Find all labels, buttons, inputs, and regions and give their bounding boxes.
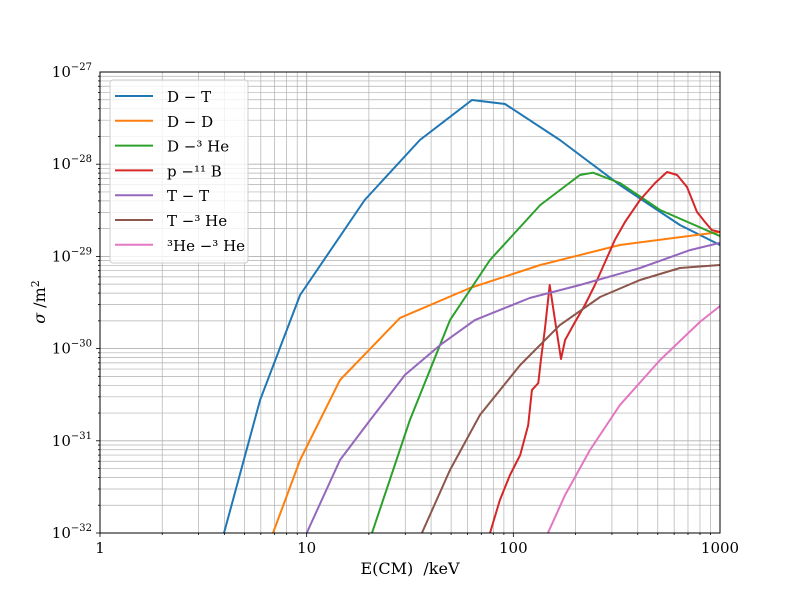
y-axis-label: σ/m2 — [29, 280, 49, 323]
y-tick-exponent: −27 — [71, 62, 92, 73]
y-tick-label: 10−27 — [52, 62, 92, 81]
x-tick-label: 10 — [297, 539, 316, 557]
x-tick-label: 100 — [499, 539, 528, 557]
y-tick-label: 10−28 — [52, 154, 92, 173]
series-line-1 — [272, 231, 720, 533]
series-line-2 — [371, 171, 720, 533]
x-tick-label: 1 — [95, 539, 105, 557]
y-axis-unit: /m — [30, 287, 49, 308]
y-tick-label: 10−29 — [52, 246, 92, 265]
y-tick-label: 10−31 — [52, 431, 92, 450]
y-axis-symbol: σ — [30, 312, 49, 324]
y-axis-unit-sup: 2 — [29, 280, 42, 287]
series-line-5 — [420, 264, 720, 533]
y-tick-base: 10 — [52, 432, 71, 450]
legend-label: ³He −³ He — [167, 237, 245, 255]
legend-label: D −³ He — [167, 138, 229, 156]
legend-box — [109, 79, 249, 264]
legend-label: D − D — [167, 113, 213, 131]
legend-label: D − T — [167, 88, 211, 106]
y-tick-exponent: −29 — [71, 246, 92, 257]
legend: D − T D − D D −³ He p −¹¹ B T − T T −³ He ³He … — [109, 79, 249, 264]
y-tick-base: 10 — [52, 340, 71, 358]
y-tick-exponent: −28 — [71, 154, 92, 165]
x-tick-label: 1000 — [701, 539, 739, 557]
series-line-6 — [546, 305, 720, 533]
y-tick-base: 10 — [52, 524, 71, 542]
y-tick-label: 10−32 — [52, 523, 92, 542]
legend-label: T −³ He — [167, 212, 227, 230]
y-tick-base: 10 — [52, 247, 71, 265]
y-tick-exponent: −31 — [71, 431, 92, 442]
series-line-3 — [489, 171, 720, 533]
y-tick-base: 10 — [52, 63, 71, 81]
y-tick-exponent: −30 — [71, 339, 92, 350]
series-line-0 — [223, 99, 720, 533]
y-tick-exponent: −32 — [71, 523, 92, 534]
series-lines — [223, 99, 720, 533]
y-tick-base: 10 — [52, 155, 71, 173]
x-axis-label: E(CM) /keV — [360, 559, 460, 578]
plot-frame — [99, 71, 721, 534]
legend-label: p −¹¹ B — [167, 162, 222, 180]
series-line-4 — [305, 241, 720, 533]
legend-label: T − T — [167, 187, 209, 205]
y-tick-label: 10−30 — [52, 339, 92, 358]
